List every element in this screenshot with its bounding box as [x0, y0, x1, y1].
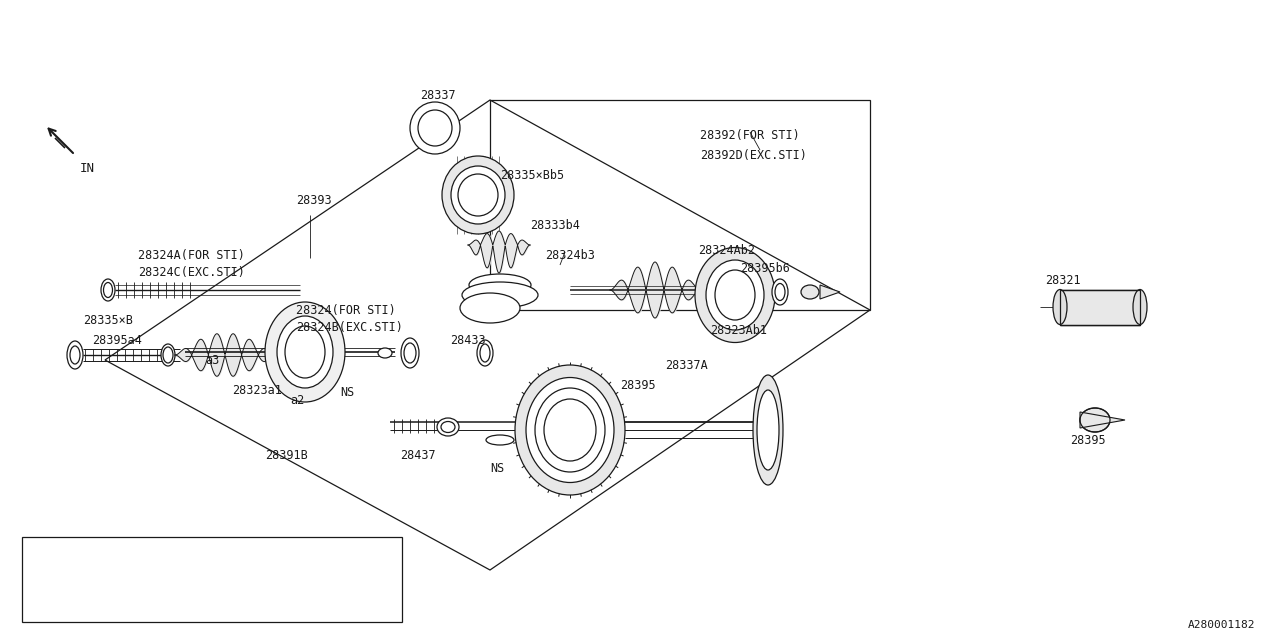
Bar: [1060, 290, 1140, 325]
Text: 28324B(EXC.STI): 28324B(EXC.STI): [296, 321, 403, 333]
Text: 28335×Bb5: 28335×Bb5: [500, 168, 564, 182]
Ellipse shape: [419, 110, 452, 146]
Ellipse shape: [70, 346, 81, 364]
Ellipse shape: [101, 279, 115, 301]
Text: 28437: 28437: [401, 449, 435, 461]
Ellipse shape: [404, 343, 416, 363]
Ellipse shape: [535, 388, 605, 472]
Ellipse shape: [695, 248, 774, 342]
Bar: [1060, 290, 1140, 325]
Text: NS: NS: [490, 461, 504, 474]
Text: 28323E FOR.STI: 28323E FOR.STI: [28, 603, 123, 613]
Text: 28393: 28393: [296, 193, 332, 207]
Text: 28323D EXC.STI: 28323D EXC.STI: [28, 575, 123, 584]
Text: 28335×B: 28335×B: [83, 314, 133, 326]
Ellipse shape: [458, 174, 498, 216]
Ellipse shape: [276, 316, 333, 388]
Ellipse shape: [104, 282, 113, 298]
Ellipse shape: [442, 156, 515, 234]
Ellipse shape: [772, 279, 788, 305]
Text: 28392D(EXC.STI): 28392D(EXC.STI): [700, 148, 806, 161]
Text: A280001182: A280001182: [1188, 620, 1254, 630]
Text: 28391B: 28391B: [265, 449, 307, 461]
Ellipse shape: [410, 102, 460, 154]
Ellipse shape: [265, 302, 346, 402]
Text: 28395: 28395: [1070, 433, 1106, 447]
Ellipse shape: [801, 285, 819, 299]
Text: 28321: 28321: [1044, 273, 1080, 287]
Ellipse shape: [436, 418, 460, 436]
Text: NS: NS: [340, 385, 355, 399]
Ellipse shape: [477, 340, 493, 366]
Text: (a1+a2+a3+a4): (a1+a2+a3+a4): [172, 546, 260, 556]
Ellipse shape: [480, 344, 490, 362]
Ellipse shape: [451, 166, 506, 224]
Ellipse shape: [462, 282, 538, 308]
Ellipse shape: [401, 338, 419, 368]
Text: a3: a3: [205, 353, 219, 367]
Text: 28395: 28395: [620, 378, 655, 392]
Text: 28323a1: 28323a1: [232, 383, 282, 397]
Text: (b1+b2+b3+b4+b5+b6): (b1+b2+b3+b4+b5+b6): [172, 575, 301, 584]
Text: 28395a4: 28395a4: [92, 333, 142, 346]
Ellipse shape: [756, 390, 780, 470]
Ellipse shape: [544, 399, 596, 461]
Ellipse shape: [526, 378, 614, 483]
Ellipse shape: [468, 274, 531, 296]
Text: 28324Ab2: 28324Ab2: [698, 243, 755, 257]
Ellipse shape: [378, 348, 392, 358]
Ellipse shape: [1053, 289, 1068, 324]
Text: 28324(FOR STI): 28324(FOR STI): [296, 303, 396, 317]
Ellipse shape: [67, 341, 83, 369]
Text: 28392(FOR STI): 28392(FOR STI): [700, 129, 800, 141]
Text: IN: IN: [81, 161, 95, 175]
Text: 28337A: 28337A: [666, 358, 708, 371]
Ellipse shape: [163, 347, 173, 363]
Ellipse shape: [716, 270, 755, 320]
Ellipse shape: [460, 293, 520, 323]
Ellipse shape: [707, 260, 764, 330]
Ellipse shape: [486, 435, 515, 445]
Text: 28333b4: 28333b4: [530, 218, 580, 232]
Text: 28337: 28337: [420, 88, 456, 102]
Polygon shape: [820, 285, 840, 299]
Bar: [22, 537, 402, 622]
Text: 28324C(EXC.STI): 28324C(EXC.STI): [138, 266, 244, 278]
Ellipse shape: [285, 326, 325, 378]
Text: 28323Ab1: 28323Ab1: [710, 323, 767, 337]
Text: 28323C: 28323C: [28, 546, 69, 556]
Ellipse shape: [1080, 408, 1110, 432]
Text: 28433: 28433: [451, 333, 485, 346]
Ellipse shape: [161, 344, 175, 366]
Text: 28324A(FOR STI): 28324A(FOR STI): [138, 248, 244, 262]
Polygon shape: [1080, 412, 1125, 428]
Text: 28324b3: 28324b3: [545, 248, 595, 262]
Text: a2: a2: [291, 394, 305, 406]
Text: 28395b6: 28395b6: [740, 262, 790, 275]
Ellipse shape: [515, 365, 625, 495]
Ellipse shape: [1133, 289, 1147, 324]
Ellipse shape: [442, 422, 454, 433]
Ellipse shape: [753, 375, 783, 485]
Ellipse shape: [774, 284, 785, 301]
